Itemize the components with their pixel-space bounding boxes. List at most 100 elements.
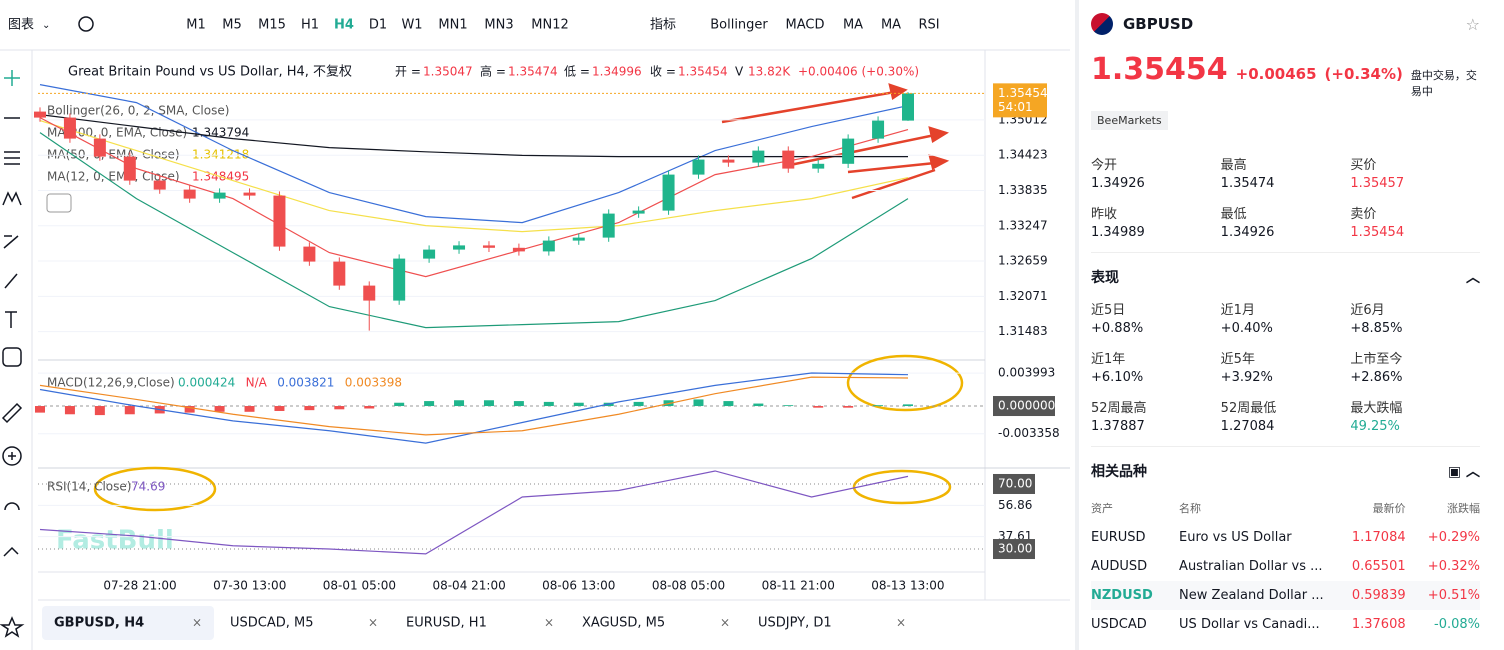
macd-bar bbox=[483, 400, 494, 407]
last-price: 1.35454 bbox=[998, 86, 1048, 100]
candle-body bbox=[572, 237, 585, 241]
x-tick-label: 07-30 13:00 bbox=[213, 579, 286, 593]
indicator[interactable]: RSI bbox=[918, 18, 939, 33]
tab-close[interactable]: × bbox=[192, 616, 202, 630]
candle-body bbox=[692, 159, 705, 175]
chart-area: 图表 ⌄ M1 M5 M15 H1 H4 D1 W1 MN1 MN3 MN12 指标 Bollinger M… bbox=[0, 0, 1070, 650]
level-tag bbox=[993, 473, 1035, 494]
indicator[interactable]: MA bbox=[881, 18, 901, 33]
related-header-cell: 涨跌幅 bbox=[1447, 502, 1480, 515]
stat-label: 买价 bbox=[1350, 158, 1377, 173]
tab-close[interactable]: × bbox=[544, 616, 554, 630]
level-tag bbox=[993, 539, 1035, 560]
y-tick-label: 1.33835 bbox=[998, 183, 1048, 197]
candle-body bbox=[363, 285, 376, 301]
related-cell: -0.08% bbox=[1434, 617, 1480, 632]
tab-close[interactable]: × bbox=[720, 616, 730, 630]
indicator[interactable]: Bollinger bbox=[710, 18, 768, 33]
favorite[interactable]: ☆ bbox=[1465, 14, 1480, 34]
tab-label[interactable]: GBPUSD, H4 bbox=[54, 616, 144, 631]
overlay-line bbox=[39, 84, 909, 224]
x-tick-label: 08-01 05:00 bbox=[323, 579, 396, 593]
y-tick-label: 1.33247 bbox=[998, 218, 1048, 232]
indicators-button[interactable]: 指标 bbox=[650, 18, 676, 33]
macd-bar bbox=[903, 404, 913, 407]
macd-bar bbox=[693, 399, 704, 407]
macd-bar bbox=[753, 403, 764, 407]
overlay-line bbox=[39, 120, 909, 233]
tab-label[interactable]: EURUSD, H1 bbox=[406, 616, 487, 631]
perf-row: 52周最高 1.37887 52周最低 1.27084 最大跌幅 49.25% bbox=[1091, 397, 1480, 434]
stat-value: 1.35457 bbox=[1350, 176, 1405, 191]
candle-body bbox=[123, 156, 136, 181]
macd-bar bbox=[274, 406, 285, 411]
perf-label: 52周最低 bbox=[1220, 401, 1277, 416]
timeframe[interactable]: D1 bbox=[369, 18, 387, 33]
timeframe[interactable]: M1 bbox=[186, 18, 206, 33]
macd-line bbox=[39, 376, 909, 436]
macd-bar bbox=[394, 402, 405, 407]
study-name: MA(50, 0, EMA, Close) bbox=[47, 148, 180, 162]
related-cell: 1.17084 bbox=[1351, 530, 1406, 545]
drawing-tools[interactable] bbox=[0, 70, 25, 638]
tab-label[interactable]: XAGUSD, M5 bbox=[582, 616, 665, 631]
indicator[interactable]: MA bbox=[843, 18, 863, 33]
ohlc-value: 1.35454 bbox=[678, 65, 728, 79]
macd-value: 0.003821 bbox=[277, 376, 334, 390]
search[interactable] bbox=[78, 16, 94, 32]
bg bbox=[0, 0, 1070, 650]
y-tick-label: -0.003358 bbox=[998, 426, 1060, 440]
tab-close[interactable]: × bbox=[368, 616, 378, 630]
flag-icon bbox=[1091, 13, 1113, 35]
symbol: GBPUSD bbox=[1123, 15, 1194, 33]
stat-value: 1.34926 bbox=[1220, 225, 1275, 240]
related-cell: NZDUSD bbox=[1091, 588, 1153, 603]
stat-label: 最高 bbox=[1220, 158, 1247, 173]
timeframe[interactable]: MN1 bbox=[438, 18, 467, 33]
timeframe[interactable]: M15 bbox=[258, 18, 286, 33]
candle-body bbox=[333, 261, 346, 286]
macd-bar bbox=[454, 400, 465, 407]
timeframe[interactable]: H1 bbox=[301, 18, 319, 33]
watermark: FastBull bbox=[56, 526, 174, 556]
menu[interactable]: 图表 bbox=[8, 18, 34, 33]
timeframe[interactable]: MN3 bbox=[484, 18, 513, 33]
tab-label[interactable]: USDCAD, M5 bbox=[230, 616, 314, 631]
macd-bar bbox=[364, 406, 375, 409]
percent: (+0.34%) bbox=[1324, 65, 1403, 83]
macd-bar bbox=[304, 406, 315, 411]
collapse-button[interactable] bbox=[46, 193, 72, 213]
candle-body bbox=[183, 189, 196, 199]
timeframe[interactable]: M5 bbox=[222, 18, 242, 33]
x-tick-label: 07-28 21:00 bbox=[103, 579, 176, 593]
perf-item: 近5年 +3.92% bbox=[1221, 348, 1351, 385]
related-header[interactable]: 相关品种 ▣ ︿ bbox=[1091, 461, 1480, 481]
y-tick-label: 1.31483 bbox=[998, 324, 1048, 338]
status: 盘中交易，交易中 bbox=[1410, 69, 1477, 98]
perf-label: 近1月 bbox=[1220, 303, 1255, 318]
macd-bar bbox=[843, 406, 854, 408]
candle-body bbox=[542, 240, 555, 252]
related-cell: +0.29% bbox=[1427, 530, 1480, 545]
perf-header[interactable]: 表现 ︿ bbox=[1091, 267, 1480, 287]
perf-item: 上市至今 +2.86% bbox=[1350, 348, 1480, 385]
perf-item: 52周最低 1.27084 bbox=[1221, 397, 1351, 434]
timeframe[interactable]: H4 bbox=[334, 18, 354, 33]
timeframe[interactable]: MN12 bbox=[531, 18, 568, 33]
perf-item: 近6月 +8.85% bbox=[1350, 299, 1480, 336]
related-cell: +0.32% bbox=[1427, 559, 1480, 574]
macd-bar bbox=[633, 401, 644, 407]
related-title: 相关品种 bbox=[1091, 464, 1147, 480]
tab-close[interactable]: × bbox=[896, 616, 906, 630]
legend-title: Great Britain Pound vs US Dollar, H4, 不复… bbox=[68, 64, 352, 80]
study-name: Bollinger(26, 0, 2, SMA, Close) bbox=[47, 104, 229, 118]
x-tick-label: 08-13 13:00 bbox=[871, 579, 944, 593]
related-cell: EURUSD bbox=[1091, 530, 1146, 545]
indicator[interactable]: MACD bbox=[786, 18, 825, 33]
macd-bar bbox=[334, 406, 345, 410]
tab-label[interactable]: USDJPY, D1 bbox=[758, 616, 832, 631]
timeframe[interactable]: W1 bbox=[401, 18, 422, 33]
related-header-cell: 最新价 bbox=[1372, 502, 1406, 515]
tab-active[interactable] bbox=[42, 606, 214, 640]
